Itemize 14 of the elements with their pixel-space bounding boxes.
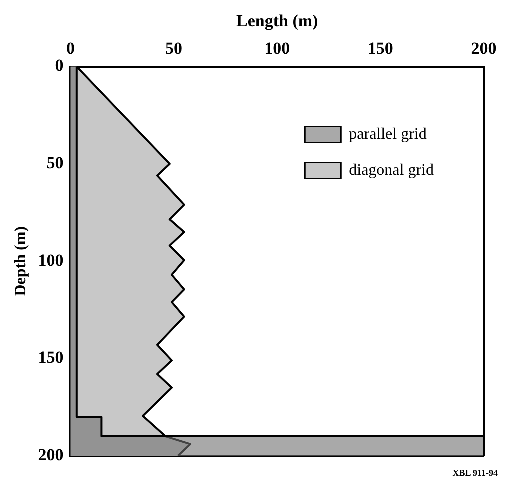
y-axis-title: Depth (m): [12, 226, 30, 296]
x-tick-label: 200: [471, 38, 497, 58]
y-tick-label: 100: [38, 250, 64, 270]
x-tick-label: 50: [166, 38, 183, 58]
x-axis-title: Length (m): [236, 12, 318, 31]
y-tick-label: 0: [55, 56, 64, 76]
x-tick-label: 100: [264, 38, 290, 58]
y-tick-label: 50: [46, 153, 64, 172]
legend-label: diagonal grid: [349, 162, 434, 180]
y-tick-label: 200: [38, 445, 64, 464]
x-tick-label: 150: [368, 38, 394, 58]
text: XBL 911-94: [452, 468, 498, 478]
y-tick-label: 150: [38, 348, 64, 368]
legend-label: parallel grid: [349, 126, 427, 144]
